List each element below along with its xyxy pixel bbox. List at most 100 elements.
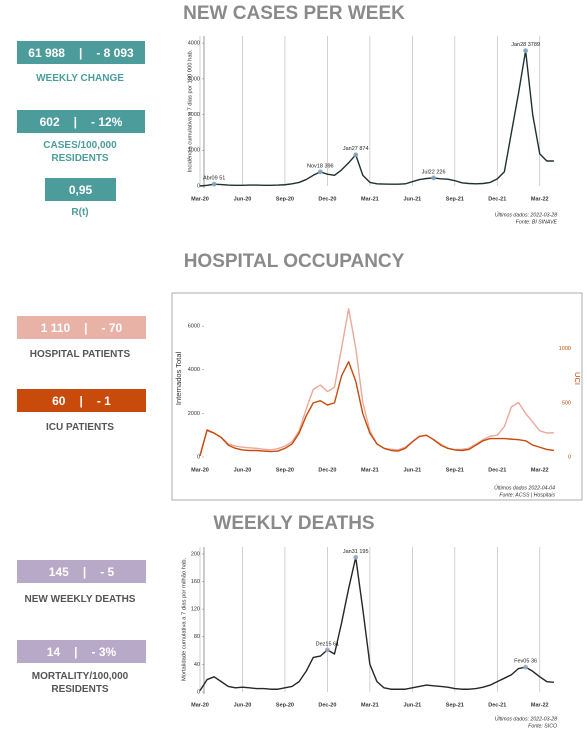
footnote: Fonte: SICO	[528, 723, 557, 729]
chart-title: NEW CASES PER WEEK	[183, 3, 405, 24]
x-tick-label: Sep-21	[446, 196, 464, 202]
kpi-separator: |	[73, 114, 78, 129]
y-axis-label: Mortalidade cumulativa a 7 dias por milh…	[182, 558, 188, 681]
kpi-value: 602	[39, 114, 60, 129]
kpi-box: 0,95	[45, 178, 116, 201]
kpi-label-line: WEEKLY CHANGE	[36, 73, 124, 84]
chart: WEEKLY DEATHS Mar-20 Jun-20 Sep-20 Dec-20 Mar…	[182, 513, 558, 729]
kpi-box: 61 988 | - 8 093	[17, 41, 145, 64]
chart: NEW CASES PER WEEK Mar-20 Jun-20 Sep-20 Dec-…	[183, 3, 557, 225]
kpi-label-line: R(t)	[71, 207, 89, 218]
annotation-marker	[353, 554, 359, 560]
chart-title: WEEKLY DEATHS	[213, 513, 374, 534]
x-tick-label: Sep-20	[276, 196, 294, 202]
kpi-label: MORTALITY/100,000 RESIDENTS	[0, 670, 160, 696]
y-tick-label: 160	[191, 579, 200, 585]
chart: HOSPITAL OCCUPANCY Mar-20 Jun-20 Sep-20 Dec-…	[171, 251, 583, 501]
footnote: Últimos dados: 2022-03-28	[495, 715, 557, 722]
footnote: Fonte: BI SINAVE	[516, 219, 558, 225]
x-tick-label: Jun-21	[403, 467, 421, 473]
y-tick-label: 0	[197, 183, 200, 189]
y-tick-label: 80	[194, 634, 200, 640]
kpi-label: ICU PATIENTS	[0, 421, 160, 434]
x-tick-label: Mar-20	[191, 196, 209, 202]
x-tick-label: Dec-20	[318, 702, 336, 708]
y-tick-label: 2000	[188, 411, 200, 417]
x-tick-label: Dec-21	[488, 196, 506, 202]
x-tick-label: Mar-22	[531, 196, 549, 202]
kpi-label-line: HOSPITAL PATIENTS	[29, 349, 131, 360]
x-tick-label: Mar-20	[191, 702, 209, 708]
series-line	[199, 308, 554, 456]
series-line	[199, 49, 554, 187]
kpi-change: - 5	[100, 564, 115, 579]
footnote: Últimos dados: 2022-03-28	[495, 211, 557, 218]
y-tick-label: 0	[197, 689, 200, 695]
x-tick-label: Sep-21	[446, 702, 464, 708]
y-tick-label: 200	[191, 551, 200, 557]
x-tick-label: Jun-20	[234, 196, 252, 202]
kpi-label-line: NEW WEEKLY DEATHS	[24, 594, 136, 605]
kpi-label: HOSPITAL PATIENTS	[0, 348, 160, 361]
series-line	[199, 361, 555, 457]
x-tick-label: Mar-21	[361, 467, 379, 473]
kpi-separator: |	[82, 564, 87, 579]
x-tick-label: Jun-21	[403, 196, 421, 202]
kpi-change: - 8 093	[96, 45, 134, 60]
kpi-label: R(t)	[0, 206, 160, 219]
kpi-box: 1 110 | - 70	[17, 316, 146, 339]
chart-frame	[171, 292, 583, 501]
x-tick-label: Dec-21	[488, 467, 506, 473]
kpi-box: 14 | - 3%	[17, 640, 146, 663]
y-tick-label: 2000	[188, 112, 200, 118]
y2-axis-label: UCI	[573, 372, 582, 385]
kpi-change: - 12%	[91, 114, 123, 129]
kpi-value: 1 110	[40, 320, 71, 335]
x-tick-label: Dec-21	[488, 702, 506, 708]
kpi-separator: |	[79, 393, 83, 408]
footnote: Fonte: ACSS | Hospitais	[499, 492, 555, 498]
y-tick-label: 1000	[188, 148, 200, 154]
footnote: Últimos dados 2022-04-04	[494, 484, 555, 491]
annotation-marker	[211, 181, 217, 187]
kpi-label-line: RESIDENTS	[51, 153, 109, 164]
kpi-label: WEEKLY CHANGE	[0, 72, 160, 85]
kpi-label-line: MORTALITY/100,000	[31, 671, 129, 682]
kpi-value: 61 988	[28, 45, 65, 60]
kpi-label-line: CASES/100,000	[43, 140, 117, 151]
kpi-change: - 3%	[91, 644, 117, 659]
x-tick-label: Mar-22	[531, 467, 549, 473]
annotation-label: Jan28 3789	[511, 42, 540, 48]
annotation-marker	[353, 152, 359, 158]
annotation-label: Jan27 874	[343, 146, 369, 152]
kpi-box: 60 | - 1	[17, 389, 146, 412]
x-tick-label: Mar-21	[361, 196, 379, 202]
y-axis-label: Incidência cumulativa a 7 dias por 100 0…	[188, 49, 194, 172]
y-tick-label: 120	[191, 607, 200, 613]
kpi-value: 60	[52, 393, 66, 408]
x-tick-label: Jun-20	[234, 467, 252, 473]
y2-tick-label: 500	[562, 400, 571, 406]
x-tick-label: Jun-20	[234, 702, 252, 708]
kpi-separator: |	[74, 644, 78, 659]
y-tick-label: 6000	[188, 324, 200, 330]
x-tick-label: Mar-20	[191, 467, 209, 473]
annotation-marker	[523, 664, 529, 670]
annotation-label: Dez15 61	[316, 641, 340, 647]
kpi-label: NEW WEEKLY DEATHS	[0, 593, 160, 606]
x-tick-label: Dec-20	[318, 196, 336, 202]
x-tick-label: Mar-21	[361, 702, 379, 708]
y-tick-label: 4000	[188, 367, 200, 373]
annotation-marker	[317, 169, 323, 175]
annotation-label: Jul22 226	[422, 169, 446, 175]
y-tick-label: 3000	[188, 76, 200, 82]
kpi-value: 145	[48, 564, 69, 579]
annotation-label: Jan31 195	[343, 549, 369, 555]
kpi-label: CASES/100,000 RESIDENTS	[0, 139, 160, 165]
y-tick-label: 0	[197, 454, 200, 460]
kpi-value: 0,95	[68, 182, 93, 197]
kpi-change: - 70	[101, 320, 123, 335]
kpi-label-line: ICU PATIENTS	[46, 422, 114, 433]
